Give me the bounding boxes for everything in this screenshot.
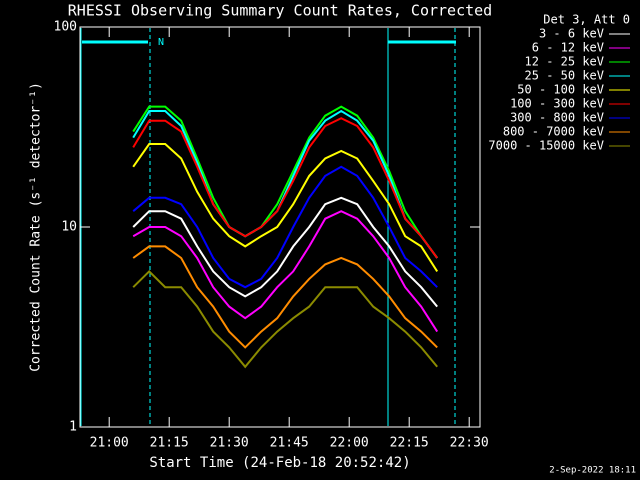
legend-label: 300 - 800 keV (510, 111, 604, 125)
series-line (132, 143, 439, 272)
chart-title: RHESSI Observing Summary Count Rates, Co… (68, 2, 492, 20)
legend-label: 6 - 12 keV (532, 41, 604, 55)
y-tick-label: 1 (69, 420, 77, 435)
plot-area (132, 105, 439, 369)
y-tick-label: 100 (54, 20, 77, 35)
legend-label: 800 - 7000 keV (503, 125, 604, 139)
x-tick-label: 21:30 (210, 436, 249, 451)
legend-label: 7000 - 15000 keV (488, 139, 604, 153)
legend-label: 100 - 300 keV (510, 97, 604, 111)
series-line (132, 245, 438, 349)
series-line (132, 210, 439, 333)
y-tick-label: 10 (61, 220, 77, 235)
legend-label: 25 - 50 keV (525, 69, 604, 83)
x-tick-label: 22:30 (450, 436, 489, 451)
x-axis-label: Start Time (24-Feb-18 20:52:42) (149, 455, 410, 471)
legend-title: Det 3, Att 0 (543, 13, 630, 27)
series-line (132, 165, 438, 289)
y-axis-label: Corrected Count Rate (s⁻¹ detector⁻¹) (29, 82, 44, 372)
legend-label: 3 - 6 keV (539, 27, 604, 41)
x-tick-label: 22:00 (330, 436, 369, 451)
annotation: N (158, 37, 164, 48)
series-line (132, 109, 439, 259)
series-line (132, 105, 439, 259)
series-line (132, 117, 439, 259)
legend-label: 12 - 25 keV (525, 55, 604, 69)
series-line (132, 269, 438, 369)
x-tick-label: 21:15 (150, 436, 189, 451)
x-tick-label: 22:15 (390, 436, 429, 451)
legend-label: 50 - 100 keV (517, 83, 604, 97)
series-line (132, 196, 438, 308)
timestamp: 2-Sep-2022 18:11 (549, 466, 636, 476)
x-tick-label: 21:45 (270, 436, 309, 451)
x-tick-label: 21:00 (90, 436, 129, 451)
